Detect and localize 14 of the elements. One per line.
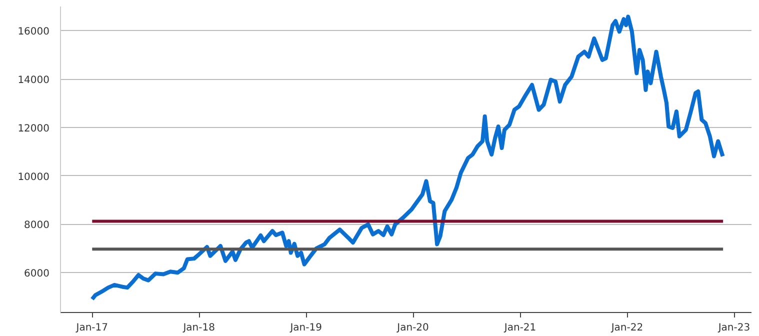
x-tick-label: Jan-18 <box>182 322 215 334</box>
y-tick-label: 12000 <box>18 123 50 134</box>
y-tick-label: 8000 <box>24 220 50 232</box>
line-series <box>90 14 725 302</box>
x-tick-label: Jan-19 <box>289 322 322 334</box>
y-tick-label: 14000 <box>18 75 50 86</box>
y-tick-label: 6000 <box>24 268 50 280</box>
y-tick-label: 16000 <box>18 26 50 38</box>
x-tick-label: Jan-22 <box>610 322 644 334</box>
x-tick-label: Jan-20 <box>396 322 429 334</box>
y-tick-label: 10000 <box>18 172 50 183</box>
x-tick-label: Jan-21 <box>503 322 536 334</box>
x-tick-label: Jan-23 <box>717 322 750 334</box>
x-tick-label: Jan-17 <box>75 322 108 334</box>
